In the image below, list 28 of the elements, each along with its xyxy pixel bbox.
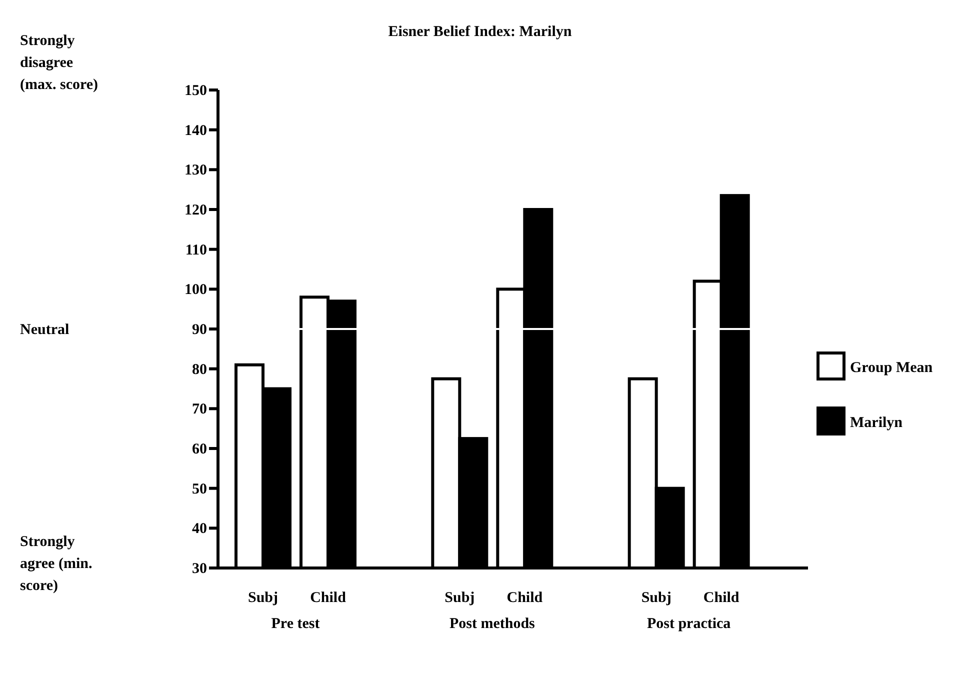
x-tick-label: Child xyxy=(703,590,740,606)
legend-label: Marilyn xyxy=(850,415,904,431)
text: Post methods xyxy=(449,616,536,632)
text: Pre test xyxy=(271,616,320,632)
y-tick-label: 70 xyxy=(192,402,207,418)
y-tick-label: 130 xyxy=(184,162,207,179)
chart-title: Eisner Belief Index: Marilyn xyxy=(388,24,572,40)
x-tick-label: Subj xyxy=(248,590,278,606)
y-tick-label: 100 xyxy=(184,282,207,298)
x-tick-label: Subj xyxy=(641,590,672,606)
y-tick-label: 80 xyxy=(192,362,207,378)
ref-line-label: Neutral xyxy=(20,322,70,338)
x-tick-label: Child xyxy=(506,590,544,606)
legend-label: Group Mean xyxy=(850,360,934,376)
text: Strongly disagree (max. score) xyxy=(20,33,98,93)
x-tick-label: Subj xyxy=(444,590,475,606)
x-tick-label: Child xyxy=(310,590,347,606)
y-tick-label: 30 xyxy=(192,561,207,577)
y-tick-label: 140 xyxy=(184,122,207,139)
text: Strongly agree (min. score) xyxy=(20,534,92,594)
text: Post practica xyxy=(646,616,732,632)
y-tick-label: 50 xyxy=(192,481,207,498)
y-tick-label: 150 xyxy=(184,83,207,99)
y-tick-label: 60 xyxy=(192,442,207,458)
y-tick-label: 90 xyxy=(192,322,207,338)
y-tick-label: 120 xyxy=(184,202,207,218)
y-tick-label: 110 xyxy=(185,242,207,258)
y-tick-label: 40 xyxy=(192,521,207,538)
